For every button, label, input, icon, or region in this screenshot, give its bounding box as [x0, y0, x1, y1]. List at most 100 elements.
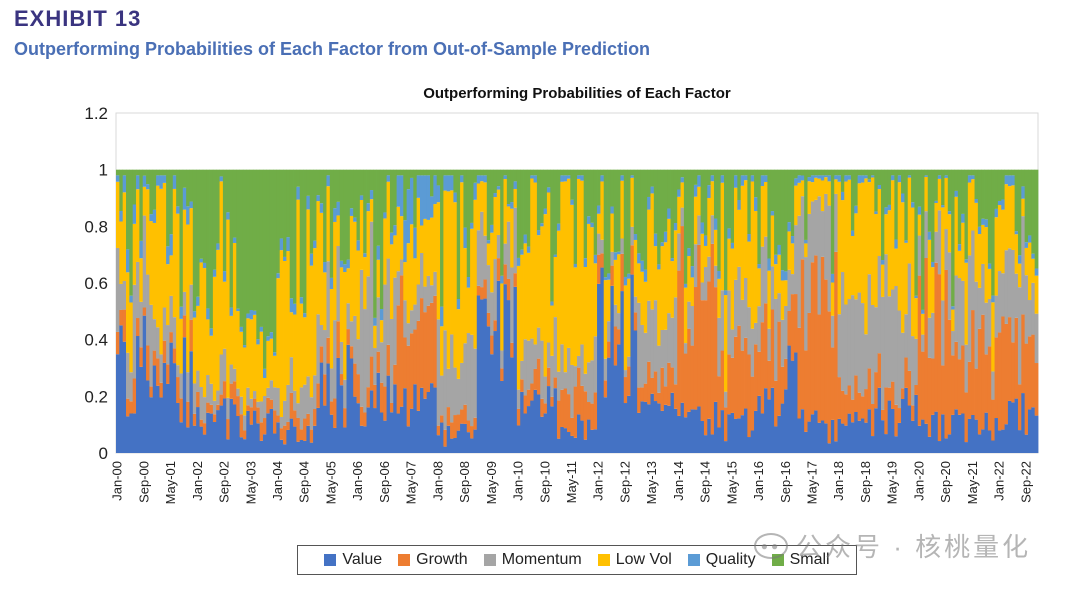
bar-segment-quality: [186, 206, 190, 225]
bar-segment-quality: [837, 175, 842, 182]
bar-segment-small: [747, 169, 752, 235]
bar-segment-momentum: [1011, 249, 1016, 343]
x-tick-label: May-07: [404, 461, 419, 504]
bar-segment-small: [136, 169, 140, 176]
bar-segment-growth: [473, 417, 478, 430]
bar-segment-value: [466, 432, 471, 453]
bar-segment-low-vol: [587, 223, 591, 363]
bar-segment-quality: [700, 222, 705, 234]
bar-segment-momentum: [443, 330, 448, 430]
bar-segment-low-vol: [667, 218, 671, 314]
bar-segment-value: [700, 420, 705, 453]
bar-segment-growth: [864, 389, 869, 423]
bar-segment-growth: [216, 404, 220, 411]
bar-segment-low-vol: [343, 272, 347, 380]
bar-segment-value: [951, 414, 955, 453]
bar-segment-value: [450, 438, 454, 453]
bar-segment-low-vol: [486, 243, 491, 266]
bar-segment-value: [189, 351, 194, 453]
bar-segment-growth: [149, 386, 154, 398]
bar-segment-small: [553, 169, 558, 255]
bar-segment-low-vol: [697, 186, 701, 216]
bar-segment-momentum: [229, 364, 234, 384]
bar-segment-momentum: [460, 362, 464, 410]
bar-segment-low-vol: [760, 186, 765, 247]
bar-segment-momentum: [787, 269, 792, 311]
bar-segment-small: [216, 169, 220, 244]
bar-segment-momentum: [911, 336, 915, 406]
bar-segment-value: [673, 408, 678, 453]
bar-segment-small: [931, 169, 935, 262]
bar-segment-small: [1001, 169, 1005, 200]
bar-segment-momentum: [891, 289, 895, 382]
bar-segment-low-vol: [633, 239, 638, 297]
bar-segment-quality: [369, 190, 374, 200]
bar-segment-growth: [232, 381, 237, 405]
bar-segment-low-vol: [276, 278, 281, 388]
bar-segment-value: [991, 440, 995, 453]
bar-segment-growth: [630, 245, 635, 275]
bar-segment-small: [169, 169, 174, 235]
bar-segment-low-vol: [232, 243, 237, 369]
bar-segment-low-vol: [577, 178, 581, 356]
bar-segment-growth: [1011, 342, 1016, 403]
bar-segment-low-vol: [289, 312, 294, 358]
bar-segment-low-vol: [403, 262, 408, 301]
bar-segment-quality: [760, 175, 765, 187]
bar-segment-value: [947, 434, 952, 453]
bar-segment-value: [730, 412, 735, 453]
bar-segment-value: [683, 417, 688, 453]
bar-segment-quality: [553, 254, 558, 257]
bar-segment-momentum: [269, 380, 274, 400]
bar-segment-value: [530, 400, 534, 453]
bar-segment-low-vol: [1024, 247, 1029, 276]
bar-segment-quality: [510, 202, 514, 209]
bar-segment-momentum: [864, 334, 869, 390]
bar-segment-small: [162, 169, 167, 176]
bar-segment-low-vol: [834, 179, 838, 194]
bar-segment-small: [737, 169, 742, 200]
bar-segment-value: [510, 357, 514, 453]
bar-segment-low-vol: [693, 196, 698, 245]
bar-segment-low-vol: [610, 213, 615, 252]
bar-segment-momentum: [921, 334, 925, 352]
bar-segment-small: [513, 169, 518, 182]
bar-segment-growth: [867, 368, 872, 410]
bar-segment-value: [279, 439, 284, 453]
bar-segment-growth: [680, 226, 685, 403]
bar-segment-growth: [393, 364, 398, 385]
bar-segment-low-vol: [196, 305, 200, 371]
bar-segment-value: [840, 423, 845, 453]
bar-segment-quality: [149, 214, 154, 222]
bar-segment-small: [389, 169, 394, 233]
bar-segment-value: [941, 414, 945, 453]
bar-segment-low-vol: [844, 181, 848, 305]
bar-segment-quality: [650, 186, 655, 194]
bar-segment-growth: [533, 368, 538, 390]
bar-segment-quality: [496, 186, 501, 190]
bar-segment-momentum: [971, 230, 975, 311]
bar-segment-quality: [443, 175, 448, 191]
x-tick-label: Sep-04: [297, 461, 312, 503]
bar-segment-momentum: [393, 277, 398, 365]
bar-segment-low-vol: [770, 215, 775, 267]
bar-segment-growth: [744, 337, 748, 409]
bar-segment-momentum: [777, 293, 782, 322]
bar-segment-low-vol: [857, 183, 862, 293]
bar-segment-value: [132, 413, 137, 453]
bar-segment-growth: [590, 403, 595, 430]
bar-segment-quality: [1034, 268, 1039, 276]
bar-segment-low-vol: [256, 344, 261, 402]
bar-segment-value: [256, 423, 261, 453]
legend-swatch: [597, 554, 610, 566]
bar-segment-small: [887, 169, 892, 205]
bar-segment-growth: [206, 402, 210, 413]
bar-segment-growth: [673, 384, 678, 409]
bar-segment-quality: [710, 175, 715, 182]
bar-segment-low-vol: [436, 202, 441, 320]
bar-segment-momentum: [680, 207, 685, 227]
bar-segment-value: [276, 422, 281, 453]
bar-segment-low-vol: [677, 196, 681, 234]
bar-segment-growth: [222, 381, 227, 399]
bar-segment-value: [640, 401, 645, 453]
